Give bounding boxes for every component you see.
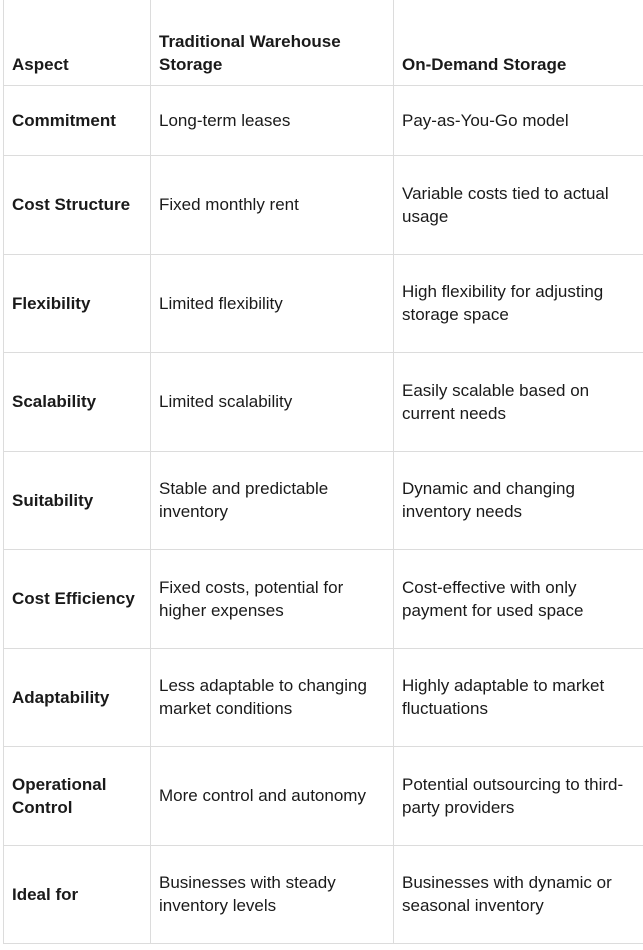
traditional-cell: Long-term leases — [150, 85, 394, 156]
on-demand-cell: Dynamic and changing inventory needs — [393, 450, 643, 550]
comparison-table: Aspect Traditional Warehouse Storage On-… — [3, 0, 643, 944]
aspect-cell: Cost Efficiency — [3, 549, 151, 649]
on-demand-cell: Pay-as-You-Go model — [393, 85, 643, 156]
on-demand-cell: Cost-effective with only payment for use… — [393, 549, 643, 649]
on-demand-cell: Businesses with dynamic or seasonal inve… — [393, 844, 643, 944]
traditional-cell: More control and autonomy — [150, 746, 394, 846]
table-row: Adaptability Less adaptable to changing m… — [3, 647, 643, 747]
header-aspect: Aspect — [3, 0, 151, 86]
table-row: Flexibility Limited flexibility High flexi… — [3, 253, 643, 353]
aspect-cell: Suitability — [3, 450, 151, 550]
aspect-cell: Operational Control — [3, 746, 151, 846]
aspect-cell: Scalability — [3, 352, 151, 452]
on-demand-cell: Easily scalable based on current needs — [393, 352, 643, 452]
traditional-cell: Stable and predictable inventory — [150, 450, 394, 550]
traditional-cell: Fixed monthly rent — [150, 155, 394, 255]
aspect-cell: Commitment — [3, 85, 151, 156]
header-row: Aspect Traditional Warehouse Storage On-… — [3, 0, 643, 86]
table-row: Cost Structure Fixed monthly rent Variable… — [3, 155, 643, 255]
traditional-cell: Limited flexibility — [150, 253, 394, 353]
on-demand-cell: Highly adaptable to market fluctuations — [393, 647, 643, 747]
table-row: Scalability Limited scalability Easily sca… — [3, 352, 643, 452]
aspect-cell: Flexibility — [3, 253, 151, 353]
traditional-cell: Less adaptable to changing market condit… — [150, 647, 394, 747]
table-row: Suitability Stable and predictable invent… — [3, 450, 643, 550]
header-traditional: Traditional Warehouse Storage — [150, 0, 394, 86]
aspect-cell: Ideal for — [3, 844, 151, 944]
on-demand-cell: Potential outsourcing to third-party pro… — [393, 746, 643, 846]
table-row: Commitment Long-term leases Pay-as-You-Go … — [3, 85, 643, 156]
aspect-cell: Adaptability — [3, 647, 151, 747]
traditional-cell: Limited scalability — [150, 352, 394, 452]
traditional-cell: Fixed costs, potential for higher expens… — [150, 549, 394, 649]
traditional-cell: Businesses with steady inventory levels — [150, 844, 394, 944]
table-row: Cost Efficiency Fixed costs, potential fo… — [3, 549, 643, 649]
on-demand-cell: Variable costs tied to actual usage — [393, 155, 643, 255]
table-row: Ideal for Businesses with steady inventor… — [3, 844, 643, 944]
header-on-demand: On-Demand Storage — [393, 0, 643, 86]
aspect-cell: Cost Structure — [3, 155, 151, 255]
table-row: Operational Control More control and auto… — [3, 746, 643, 846]
on-demand-cell: High flexibility for adjusting storage s… — [393, 253, 643, 353]
